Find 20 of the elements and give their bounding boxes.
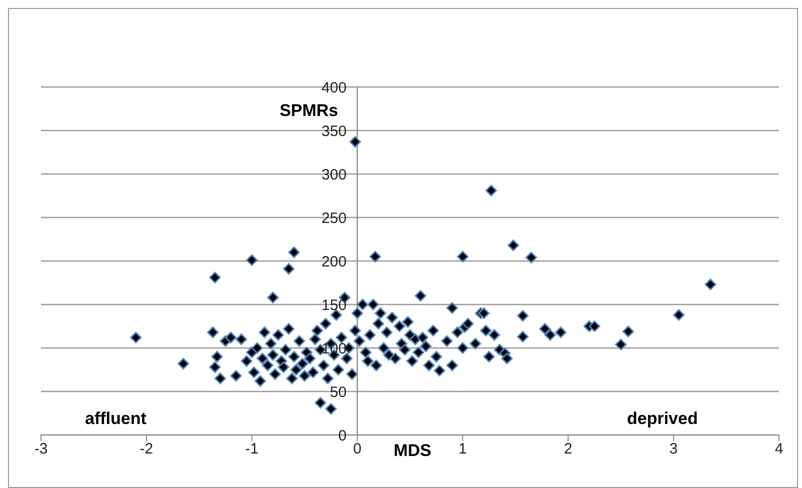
x-tick-label: 3 <box>669 440 678 458</box>
y-tick-label: 300 <box>322 166 347 184</box>
y-tick-label: 50 <box>330 384 347 401</box>
y-tick-label: 400 <box>322 79 347 96</box>
y-tick-label: 250 <box>322 210 347 227</box>
x-tick-label: -1 <box>245 440 259 458</box>
y-tick-label: 350 <box>322 122 347 140</box>
y-tick-label: 150 <box>322 296 347 314</box>
x-tick-label: -2 <box>140 440 154 458</box>
y-tick-label: 200 <box>322 253 347 270</box>
x-tick-label: 1 <box>458 440 467 458</box>
annotation: deprived <box>627 409 698 429</box>
y-tick-label: 0 <box>338 427 347 444</box>
annotation: affluent <box>85 409 146 429</box>
x-tick-label: 4 <box>774 440 784 458</box>
y-axis-title: SPMRs <box>280 101 338 121</box>
x-tick-label: 0 <box>353 440 362 458</box>
x-axis-title: MDS <box>394 441 432 461</box>
x-tick-label: -3 <box>34 440 48 458</box>
x-tick-label: 2 <box>564 440 572 458</box>
